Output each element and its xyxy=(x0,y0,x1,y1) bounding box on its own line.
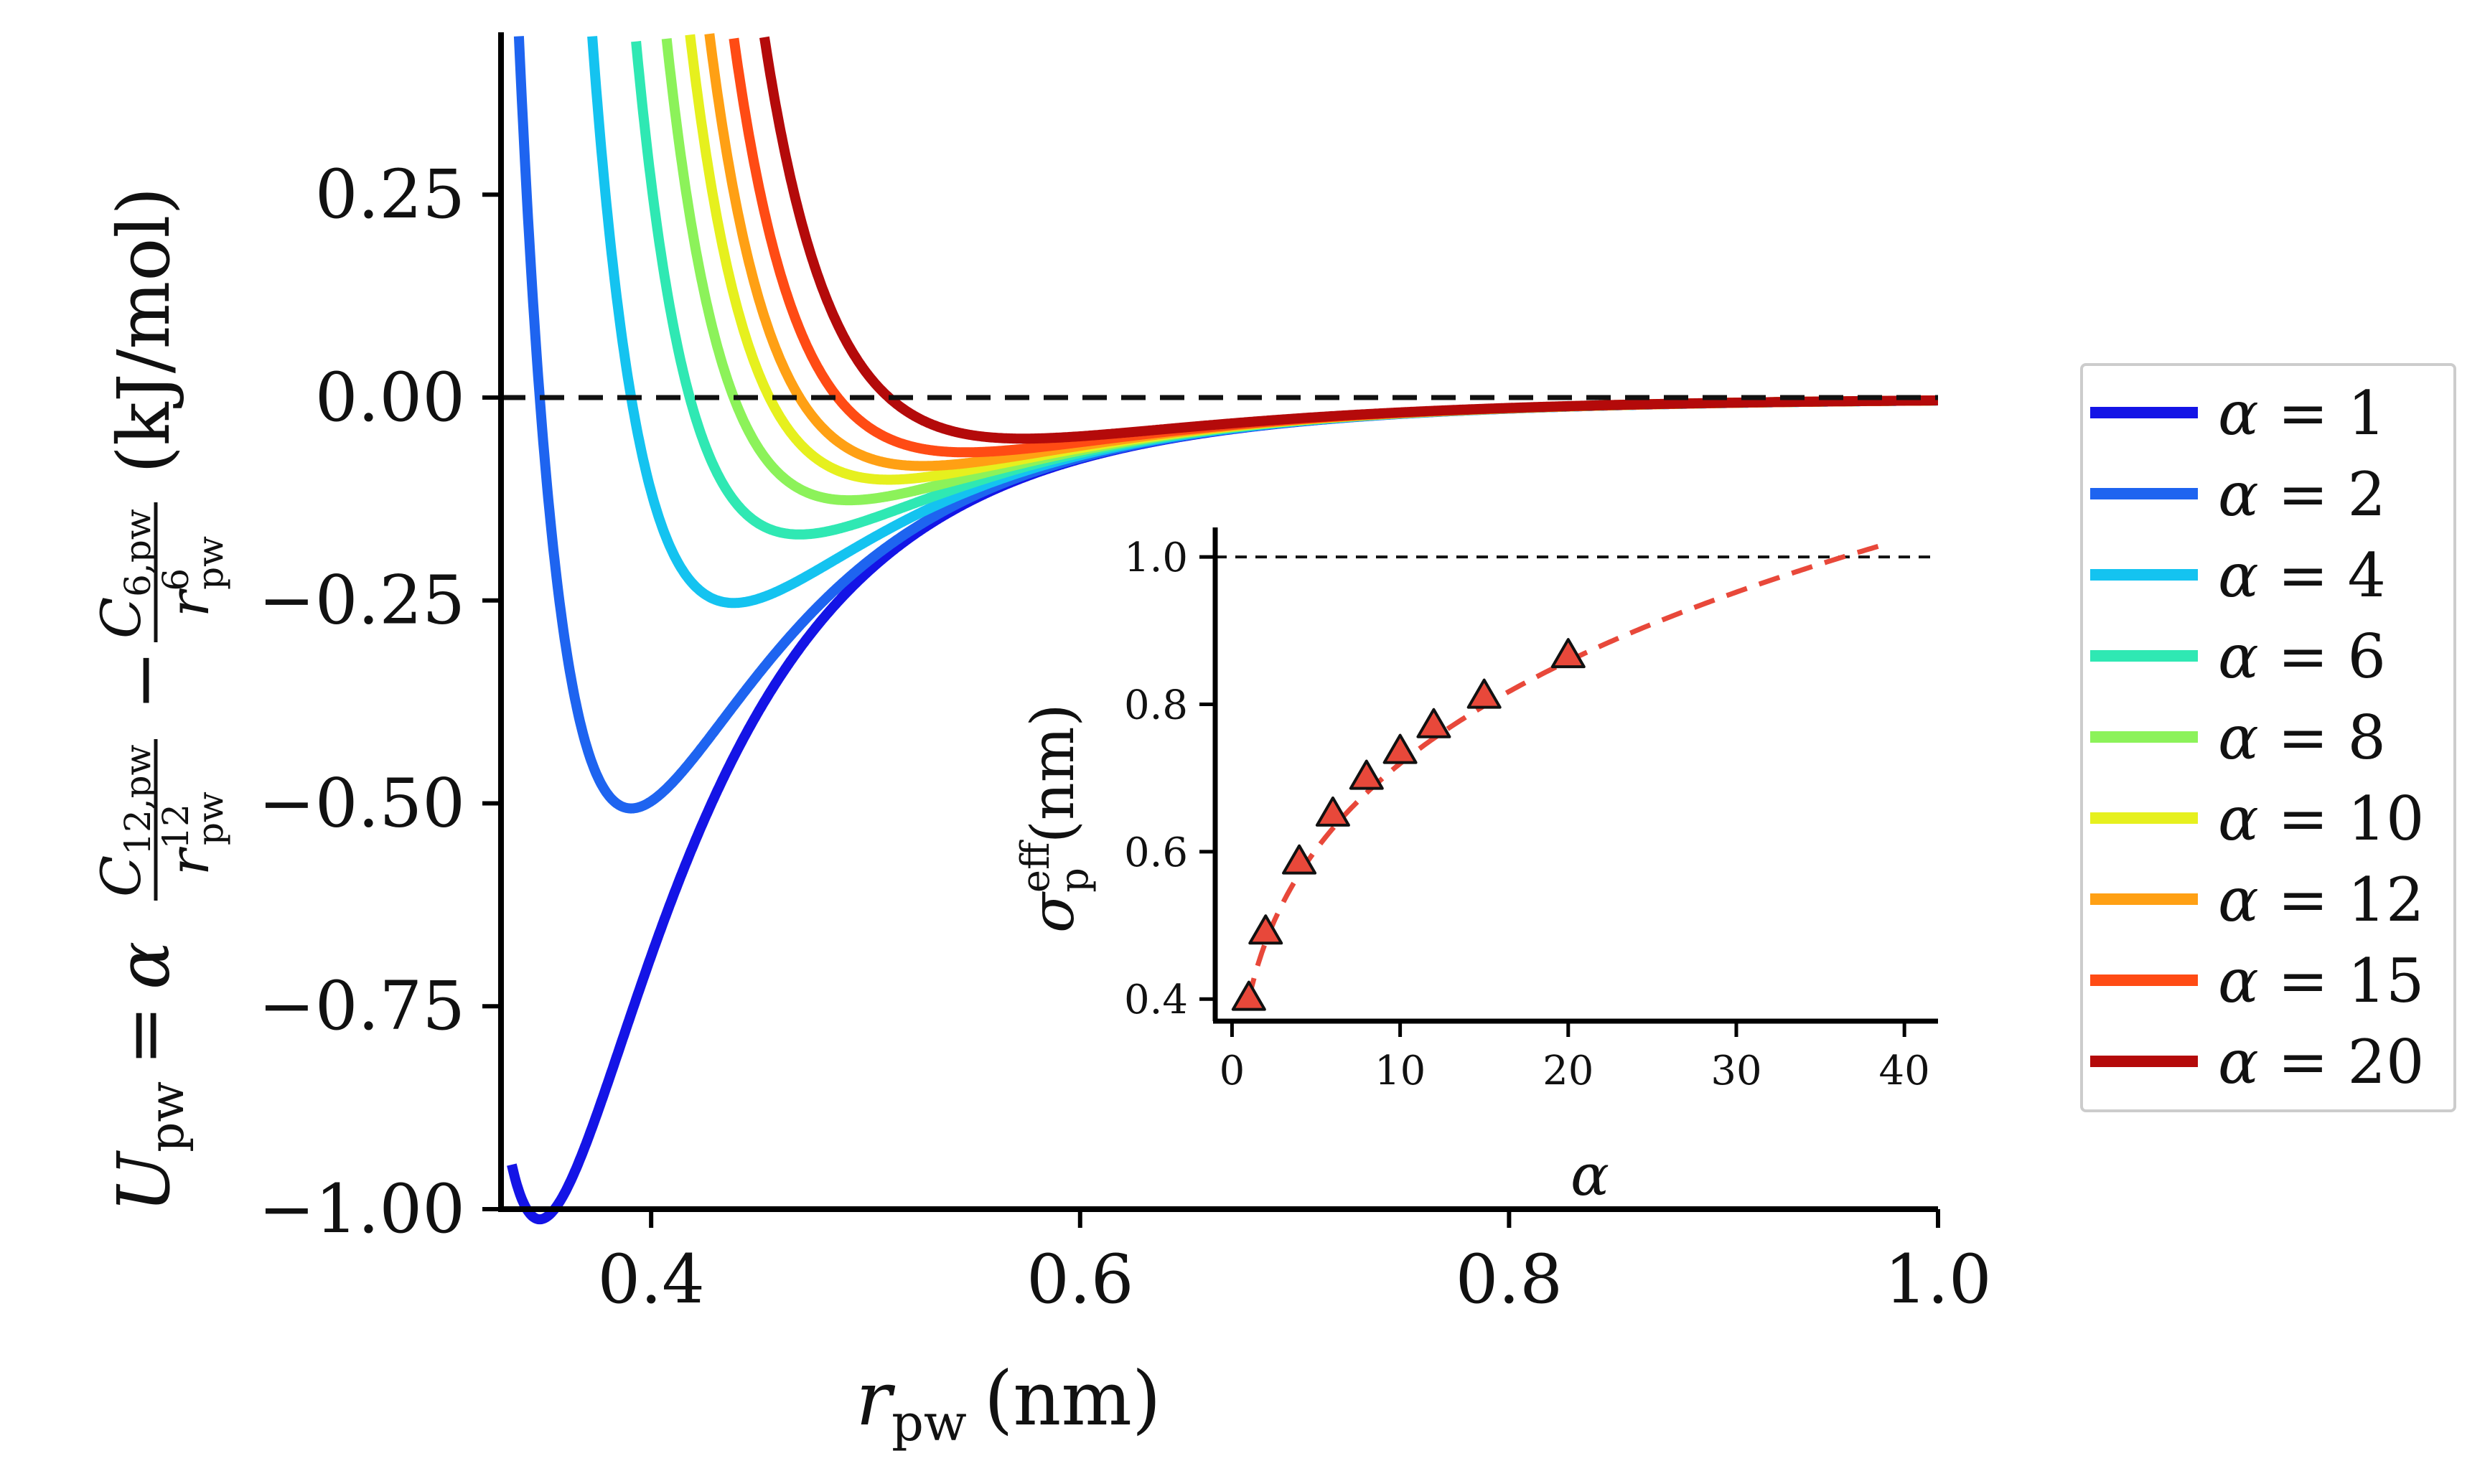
inset-plot: 0 10 20 30 40 0.4 0.6 0.8 1.0 α σeffp(nm) xyxy=(1013,517,1952,1208)
legend: α = 1 α = 2 α = 4 α = 6 α = 8 α = 10 α = 12 α =… xyxy=(2080,363,2456,1112)
main-x-ticks: 0.4 0.6 0.8 1.0 xyxy=(597,1209,1992,1319)
inset-point xyxy=(1550,638,1586,669)
inset-y-tick-label: 1.0 xyxy=(1124,535,1188,581)
main-y-axis-label: Upw=α C12,pw r12pw − C6,pw r6pw (kJ/mol) xyxy=(89,187,231,1213)
legend-label: α = 2 xyxy=(2218,459,2386,530)
main-x-tick-label: 0.8 xyxy=(1456,1241,1563,1319)
legend-label: α = 6 xyxy=(2218,621,2386,692)
svg-text:r6pw: r6pw xyxy=(155,536,231,617)
inset-y-tick-label: 0.6 xyxy=(1124,830,1188,876)
curve-alpha-20 xyxy=(759,36,1942,444)
legend-label: α = 12 xyxy=(2218,865,2424,935)
inset-x-axis-label: α xyxy=(1571,1142,1609,1208)
main-y-tick-label: −1.00 xyxy=(258,1170,465,1249)
main-x-tick-label: 0.6 xyxy=(1026,1241,1134,1319)
inset-point xyxy=(1349,759,1384,790)
main-y-tick-label: −0.50 xyxy=(258,764,465,842)
main-x-tick-label: 1.0 xyxy=(1884,1241,1992,1319)
main-y-tick-label: −0.25 xyxy=(258,562,465,640)
legend-label: α = 4 xyxy=(2218,540,2386,611)
legend-label: α = 1 xyxy=(2218,378,2386,449)
inset-y-axis-label: σeffp(nm) xyxy=(1013,704,1097,933)
inset-x-tick-label: 0 xyxy=(1220,1048,1245,1094)
svg-text:Upw=α: Upw=α xyxy=(102,941,195,1213)
main-y-tick-label: −0.75 xyxy=(258,967,465,1046)
inset-point xyxy=(1466,678,1502,709)
inset-point xyxy=(1231,980,1266,1011)
inset-x-tick-label: 40 xyxy=(1879,1048,1930,1094)
main-x-tick-label: 0.4 xyxy=(597,1241,705,1319)
main-plot: 0.4 0.6 0.8 1.0 0.250.00−0.25−0.50−0.75−1.0… xyxy=(89,32,1992,1452)
svg-text:r12pw: r12pw xyxy=(155,792,231,875)
inset-x-ticks: 0 10 20 30 40 xyxy=(1220,1021,1930,1094)
legend-label: α = 10 xyxy=(2218,784,2424,854)
legend-label: α = 20 xyxy=(2218,1027,2424,1097)
inset-point xyxy=(1416,708,1451,738)
main-y-tick-label: 0.25 xyxy=(315,156,465,234)
legend-frame xyxy=(2080,363,2456,1112)
inset-y-tick-label: 0.4 xyxy=(1124,977,1188,1023)
main-y-tick-label: 0.00 xyxy=(315,359,465,437)
svg-text:(kJ/mol): (kJ/mol) xyxy=(102,187,186,474)
inset-point xyxy=(1282,844,1317,875)
main-curves xyxy=(507,33,1942,1225)
svg-text:σeffp(nm): σeffp(nm) xyxy=(1013,704,1097,933)
inset-point xyxy=(1315,796,1350,827)
inset-x-tick-label: 30 xyxy=(1710,1048,1761,1094)
main-x-axis-label: rpw (nm) xyxy=(856,1355,1161,1452)
inset-x-tick-label: 20 xyxy=(1543,1048,1593,1094)
inset-x-tick-label: 10 xyxy=(1375,1048,1426,1094)
inset-y-ticks: 0.4 0.6 0.8 1.0 xyxy=(1124,535,1215,1023)
inset-y-tick-label: 0.8 xyxy=(1124,682,1188,728)
legend-label: α = 15 xyxy=(2218,946,2424,1016)
svg-text:−: − xyxy=(102,650,186,710)
main-y-ticks: 0.25 0.00 −0.25 −0.50 −0.75 −1.00 xyxy=(258,156,501,1249)
legend-label: α = 8 xyxy=(2218,703,2386,773)
inset-point xyxy=(1382,733,1418,764)
inset-point xyxy=(1248,914,1283,945)
svg-text:C12,pw: C12,pw xyxy=(89,744,159,897)
inset-points xyxy=(1231,638,1586,1011)
svg-text:C6,pw: C6,pw xyxy=(89,509,159,639)
